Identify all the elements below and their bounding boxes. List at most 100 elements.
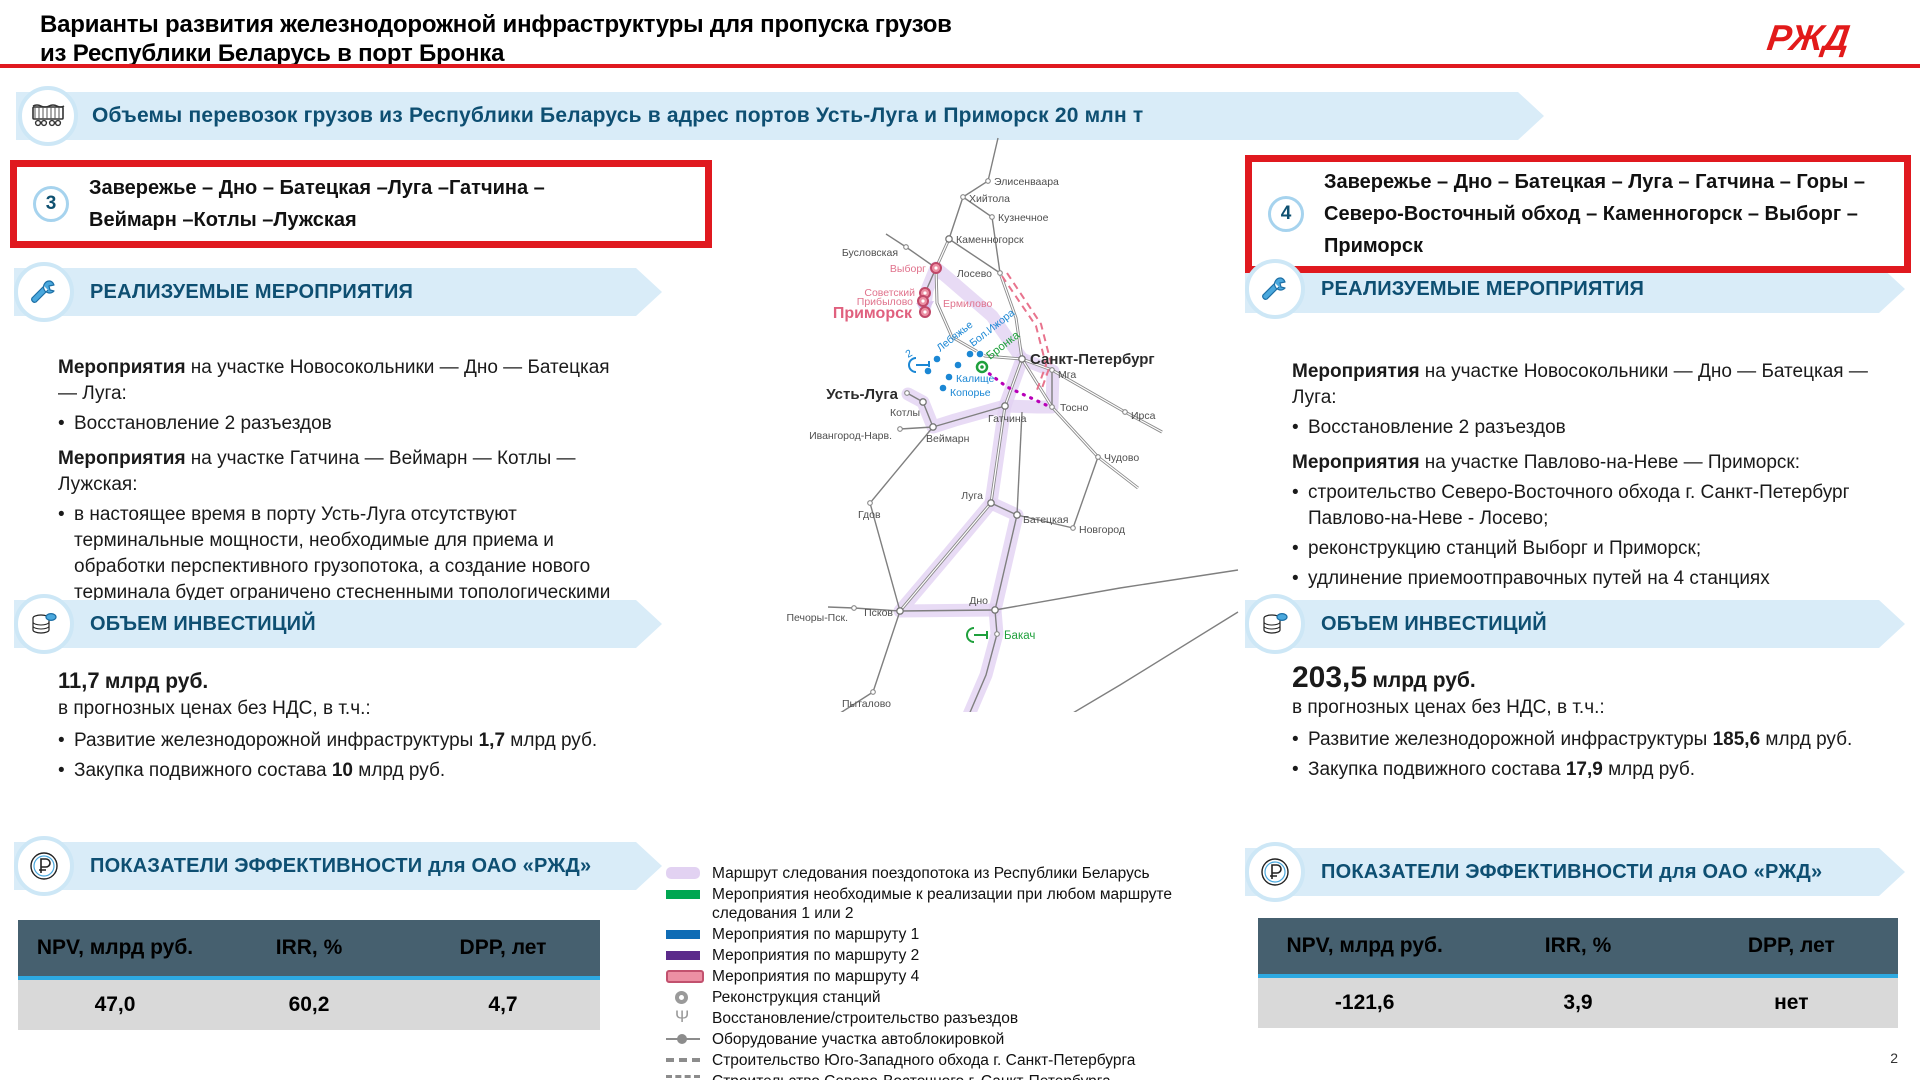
- map-station-label: Копорье: [950, 387, 991, 399]
- map-station-label: Элисенваара: [994, 176, 1059, 188]
- measures-paragraph: Мероприятия на участке Гатчина — Веймарн…: [58, 448, 576, 495]
- section-measures-right: РЕАЛИЗУЕМЫЕ МЕРОПРИЯТИЯ: [1245, 265, 1905, 313]
- purple-line-swatch: [666, 951, 700, 960]
- station-dot: [897, 426, 903, 432]
- railway-map: Элисенваара Хийтола Кузнечное Каменногорск Б…: [786, 137, 1239, 712]
- measures-right-bullets-1: • Восстановление 2 разъездов: [1292, 415, 1892, 441]
- station-dot: [991, 606, 999, 614]
- section-invest-left: ОБЪЕМ ИНВЕСТИЦИЙ: [14, 600, 662, 648]
- measures-paragraph: Мероприятия на участке Павлово-на-Неве —…: [1292, 452, 1801, 473]
- section-measures-right-title: РЕАЛИЗУЕМЫЕ МЕРОПРИЯТИЯ: [1321, 278, 1645, 300]
- kpi-header-cell: DPP, лет: [459, 936, 547, 959]
- rzd-logo-text: РЖД: [1765, 17, 1853, 58]
- map-station-label: Мга: [1058, 369, 1076, 381]
- station-dot: [945, 235, 953, 243]
- map-station-label: Тосно: [1060, 402, 1088, 414]
- map-station-label: Бакач: [1004, 630, 1035, 642]
- kpi-header-cell: IRR, %: [275, 936, 343, 959]
- map-station-label: Кузнечное: [998, 212, 1049, 224]
- map-station-label: Гатчина: [988, 413, 1027, 425]
- rail-line: [1073, 611, 1239, 712]
- station-dot: [919, 398, 927, 406]
- station-dot: [929, 423, 937, 431]
- route-box-4: 4 Завережье – Дно – Батецкая – Луга – Га…: [1245, 155, 1911, 273]
- siding-icon: [966, 627, 988, 643]
- station-dot: [994, 631, 1000, 637]
- station-dot: [1122, 409, 1128, 415]
- measures-left-body: Мероприятия на участке Новосокольники — …: [58, 346, 623, 636]
- map-station-label: Приморск: [833, 305, 913, 322]
- route-text-4: Завережье – Дно – Батецкая – Луга – Гатч…: [1324, 171, 1865, 257]
- page-title: Варианты развития железнодорожной инфрас…: [40, 11, 952, 67]
- rail-line: [994, 514, 1018, 611]
- legend-item: Маршрут следования поездопотока из Респу…: [666, 864, 1246, 883]
- map-station-label: Хийтола: [969, 193, 1010, 205]
- legend-item-label: Восстановление/строительство разъездов: [712, 1010, 1019, 1027]
- station-dot: [960, 194, 966, 200]
- map-station-label: Псков: [864, 607, 893, 619]
- measures-right-bullets-2: • строительство Северо-Восточного обхода …: [1292, 480, 1892, 592]
- rail-line: [1016, 411, 1023, 516]
- kpi-value-cell: нет: [1774, 991, 1809, 1014]
- bullet-item: • строительство Северо-Восточного обхода …: [1292, 482, 1850, 529]
- station-dot: [997, 270, 1003, 276]
- map-station-label: 2: [904, 347, 915, 360]
- rail-line: [981, 367, 1048, 407]
- map-station-label: Новгород: [1079, 524, 1125, 536]
- invest-amount: 203,5 млрд руб.: [1292, 661, 1476, 694]
- route1-station-dot: [932, 354, 942, 364]
- section-invest-right: ОБЪЕМ ИНВЕСТИЦИЙ: [1245, 600, 1905, 648]
- siding-icon: Ψ: [675, 1007, 690, 1026]
- rail-line: [1021, 358, 1053, 408]
- train-icon: [18, 86, 78, 146]
- section-kpi-left-title: ПОКАЗАТЕЛИ ЭФФЕКТИВНОСТИ для ОАО «РЖД»: [90, 855, 592, 877]
- station-dot: [896, 607, 904, 615]
- rail-line: [1050, 405, 1139, 490]
- kpi-header-row: NPV, млрд руб. IRR, % DPP, лет: [18, 920, 600, 980]
- station-dot: [1018, 355, 1026, 363]
- route-box-3: 3 Завережье – Дно – Батецкая –Луга –Гатч…: [10, 160, 712, 248]
- legend-item: Ψ Восстановление/строительство разъездов: [666, 1007, 1246, 1028]
- wrench-icon: [14, 262, 74, 322]
- station-circle-icon: [675, 991, 688, 1004]
- bullet-item: • реконструкцию станций Выборг и Приморск…: [1292, 538, 1702, 559]
- kpi-value-cell: 60,2: [288, 993, 330, 1016]
- station-dot: [867, 500, 873, 506]
- green-line-swatch: [666, 890, 700, 899]
- map-station-label: Пыталово: [842, 698, 891, 710]
- legend-item: Мероприятия по маршруту 4: [666, 967, 1246, 986]
- measures-left-bullets-1: • Восстановление 2 разъездов: [58, 411, 623, 437]
- blue-line-swatch: [666, 930, 700, 939]
- legend-item-label: Реконструкция станций: [712, 989, 881, 1006]
- invest-bullet-item: • Закупка подвижного состава 10 млрд руб.: [58, 760, 446, 781]
- legend-item-label: Строительство Северо-Восточного г. Санкт…: [712, 1072, 1111, 1080]
- route1-station-dot: [975, 349, 985, 359]
- legend-item-label: Мероприятия по маршруту 4: [712, 968, 920, 985]
- map-legend: Маршрут следования поездопотока из Респу…: [666, 864, 1246, 1080]
- section-measures-left: РЕАЛИЗУЕМЫЕ МЕРОПРИЯТИЯ: [14, 268, 662, 316]
- map-station-label: Калище: [956, 373, 994, 385]
- station-dot: [987, 499, 995, 507]
- banner: Объемы перевозок грузов из Республики Бе…: [16, 92, 1544, 140]
- legend-item: Строительство Юго-Западного обхода г. Са…: [666, 1051, 1246, 1070]
- legend-item: Мероприятия по маршруту 1: [666, 925, 1246, 944]
- legend-item: Реконструкция станций: [666, 988, 1246, 1007]
- map-station-label: Усть-Луга: [826, 386, 898, 403]
- section-measures-left-title: РЕАЛИЗУЕМЫЕ МЕРОПРИЯТИЯ: [90, 281, 414, 303]
- map-station-label: Печоры-Пск.: [786, 612, 848, 624]
- route-band-swatch: [666, 867, 700, 879]
- kpi-header-cell: NPV, млрд руб.: [1286, 934, 1443, 957]
- route1-station-dot: [944, 372, 954, 382]
- header-divider: [0, 64, 1920, 68]
- bullet-item: • удлинение приемоотправочных путей на 4 …: [1292, 568, 1770, 589]
- coins-icon: [1245, 594, 1305, 654]
- rail-line: [990, 502, 1018, 516]
- map-station-label: Лосево: [957, 268, 992, 280]
- rail-line: [994, 569, 1239, 611]
- map-station-label: Веймарн: [926, 433, 970, 445]
- map-station-label: Каменногорск: [956, 234, 1024, 246]
- route-number-4: 4: [1268, 196, 1304, 232]
- ruble-coin-icon: [1245, 842, 1305, 902]
- invest-left-body: 11,7 млрд руб. в прогнозных ценах без НД…: [58, 668, 618, 788]
- map-station-label: Котлы: [890, 407, 920, 419]
